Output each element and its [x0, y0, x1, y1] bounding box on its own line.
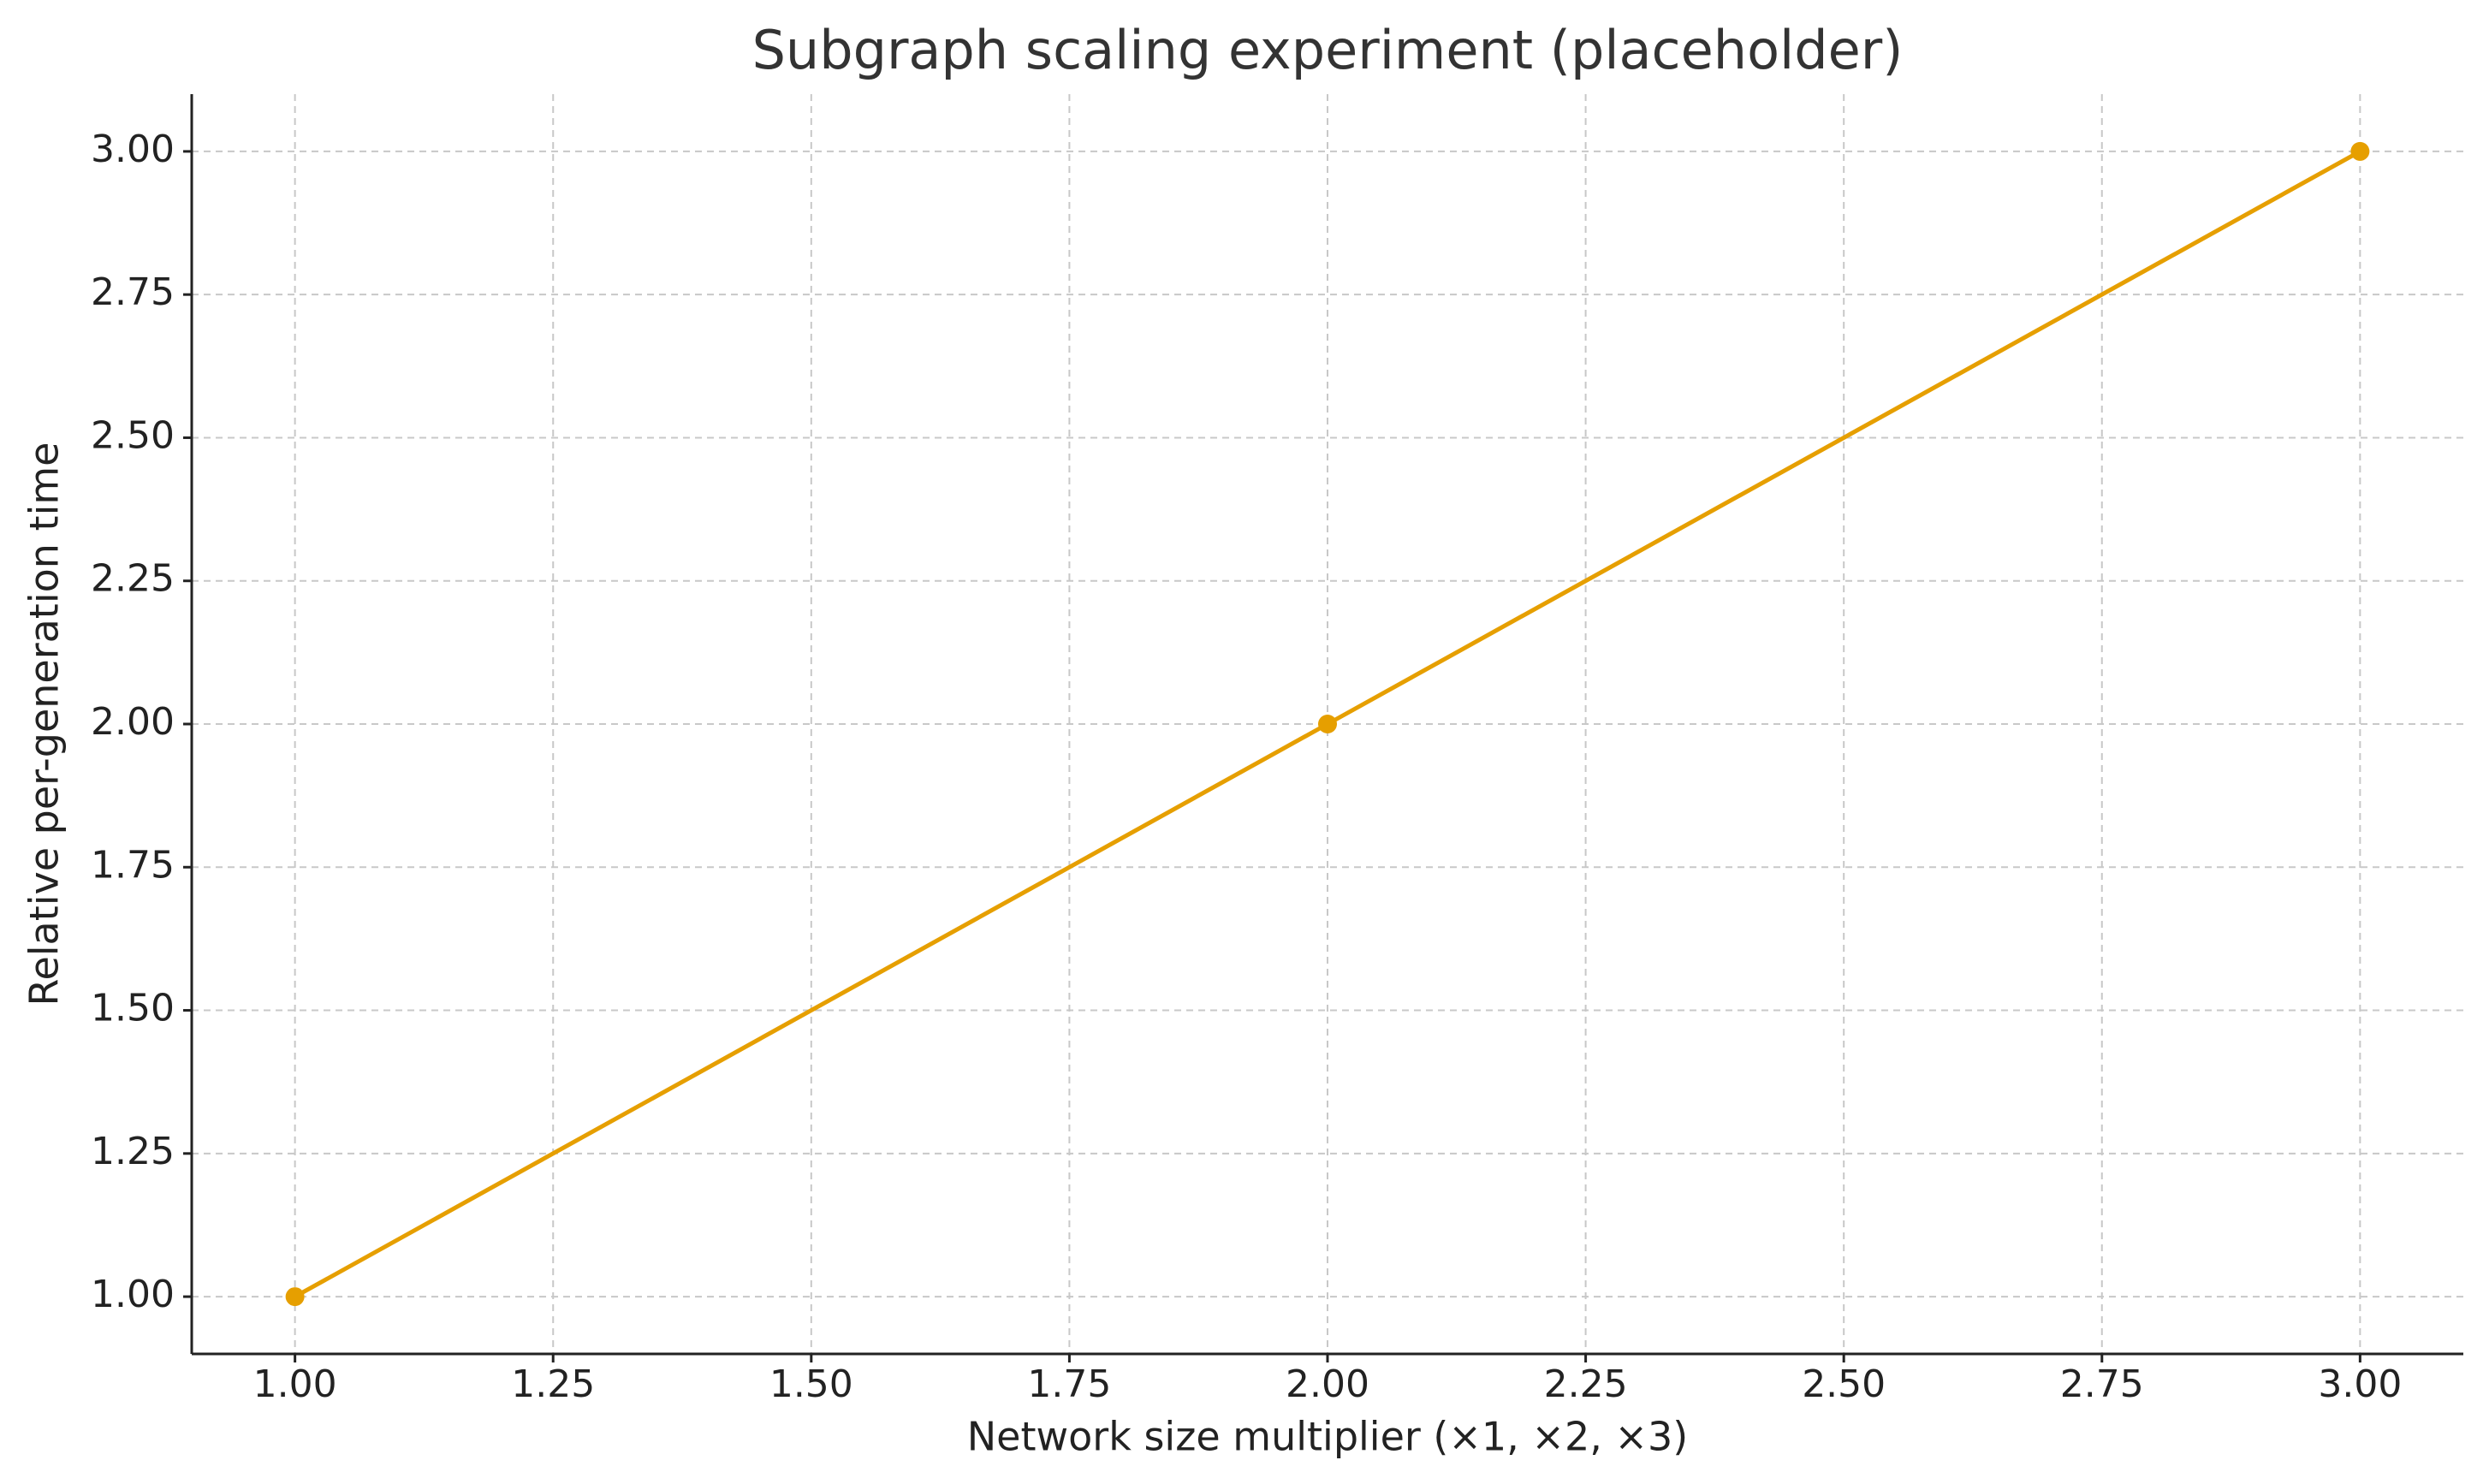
x-tick-label: 1.00 — [253, 1362, 337, 1406]
point — [285, 1287, 305, 1307]
x-tick-label: 3.00 — [2318, 1362, 2402, 1406]
x-tick-label: 1.75 — [1027, 1362, 1111, 1406]
y-tick-label: 3.00 — [91, 128, 175, 171]
y-tick-label: 2.25 — [91, 557, 175, 601]
y-tick-label: 2.75 — [91, 270, 175, 314]
x-tick-label: 2.00 — [1286, 1362, 1369, 1406]
y-tick-label: 2.50 — [91, 413, 175, 457]
x-tick-label: 2.50 — [1802, 1362, 1886, 1406]
chart-title: Subgraph scaling experiment (placeholder… — [752, 19, 1904, 81]
y-tick-label: 1.25 — [91, 1130, 175, 1173]
y-axis-label: Relative per-generation time — [21, 442, 68, 1006]
y-tick-label: 2.00 — [91, 700, 175, 744]
point — [1318, 715, 1337, 733]
x-axis-label: Network size multiplier (×1, ×2, ×3) — [967, 1414, 1688, 1460]
x-tick-label: 1.25 — [511, 1362, 595, 1406]
y-tick-label: 1.50 — [91, 987, 175, 1030]
y-tick-label: 1.00 — [91, 1273, 175, 1316]
x-tick-label: 1.50 — [769, 1362, 853, 1406]
y-tick-label: 1.75 — [91, 843, 175, 887]
x-tick-label: 2.25 — [1544, 1362, 1628, 1406]
x-tick-label: 2.75 — [2060, 1362, 2144, 1406]
point — [2350, 141, 2370, 161]
